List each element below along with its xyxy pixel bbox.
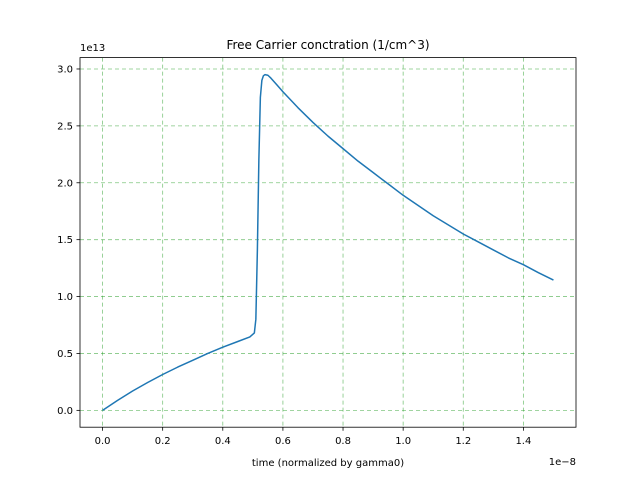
x-tick-label: 0.8 xyxy=(335,436,351,447)
y-tick-label: 1.0 xyxy=(57,292,73,303)
x-tick-label: 1.2 xyxy=(455,436,471,447)
y-tick-label: 0.5 xyxy=(57,349,73,360)
y-axis-ticks: 0.0 0.5 1.0 1.5 2.0 2.5 3.0 xyxy=(57,64,80,417)
x-tick-label: 0.2 xyxy=(155,436,171,447)
axes-frame xyxy=(79,57,577,428)
x-tick-label: 1.4 xyxy=(515,436,531,447)
y-tick-label: 2.5 xyxy=(57,121,73,132)
y-axis-offset-text: 1e13 xyxy=(80,43,105,54)
x-axis-ticks: 0.0 0.2 0.4 0.6 0.8 1.0 1.2 1.4 xyxy=(95,427,531,447)
grid xyxy=(80,57,576,428)
x-tick-label: 0.6 xyxy=(275,436,291,447)
x-tick-label: 1.0 xyxy=(395,436,411,447)
y-tick-label: 1.5 xyxy=(57,235,73,246)
y-tick-label: 2.0 xyxy=(57,178,73,189)
series-line xyxy=(102,73,554,411)
y-tick-label: 3.0 xyxy=(57,64,73,75)
x-tick-label: 0.4 xyxy=(215,436,231,447)
series-layer xyxy=(102,73,554,411)
x-axis-label: time (normalized by gamma0) xyxy=(252,458,404,469)
x-axis-offset-text: 1e−8 xyxy=(549,457,576,468)
x-tick-label: 0.0 xyxy=(95,436,111,447)
y-tick-label: 0.0 xyxy=(57,406,73,417)
chart-title: Free Carrier conctration (1/cm^3) xyxy=(226,38,429,52)
